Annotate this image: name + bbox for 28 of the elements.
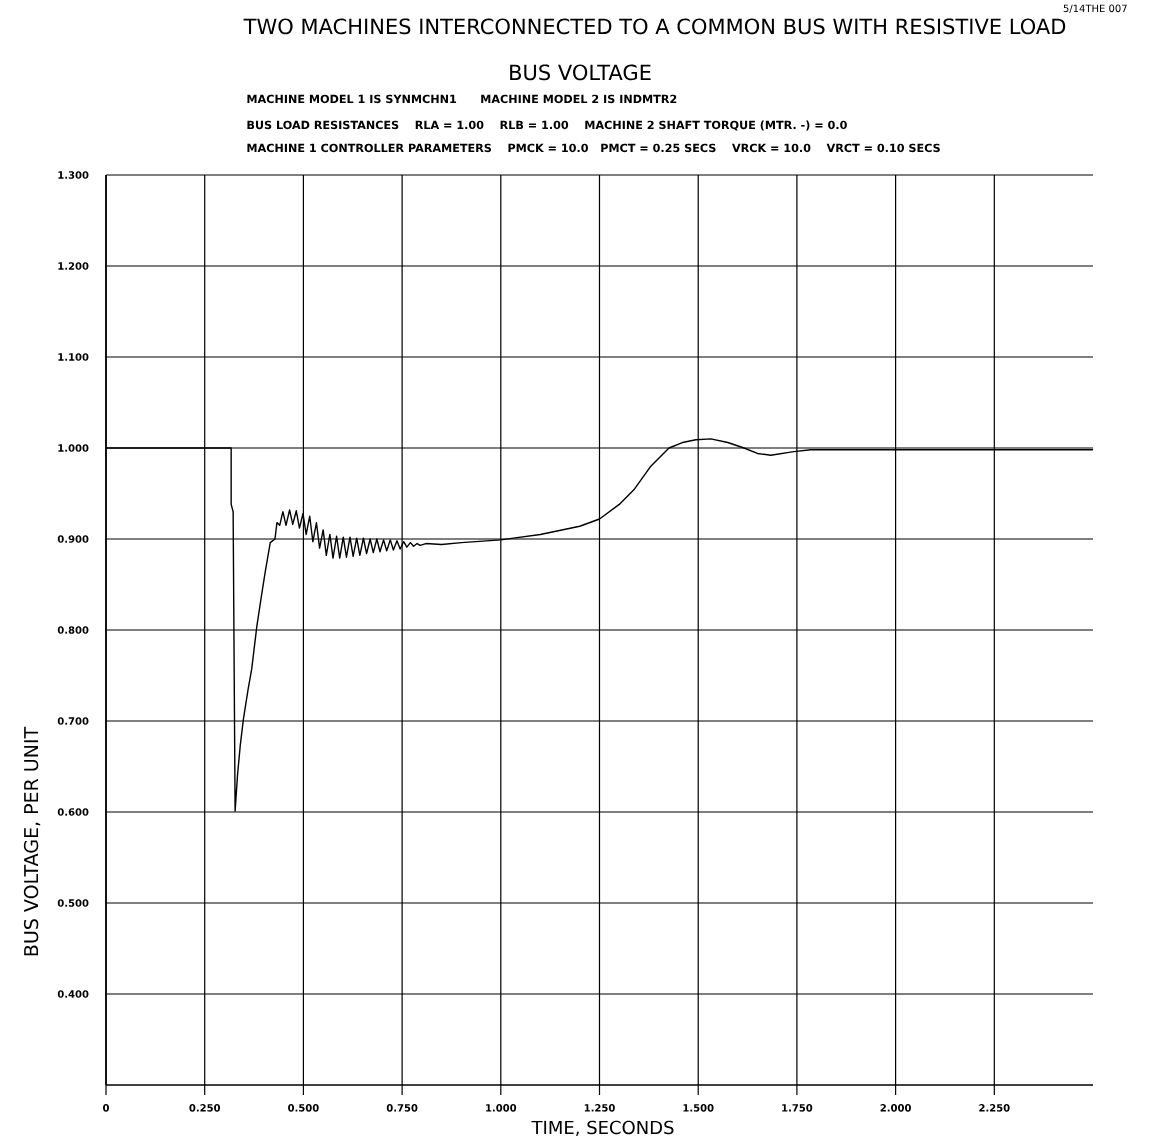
y-tick-label: 0.900 bbox=[57, 535, 89, 543]
x-tick-label: 0 bbox=[103, 1104, 110, 1112]
x-tick-label: 0.250 bbox=[189, 1104, 221, 1112]
x-tick-label: 0.750 bbox=[386, 1104, 418, 1112]
y-tick-label: 0.500 bbox=[57, 899, 89, 907]
y-tick-label: 1.300 bbox=[58, 171, 89, 179]
chart-title: TWO MACHINES INTERCONNECTED TO A COMMON BUS WITH RESISTIVE LOAD bbox=[243, 18, 1066, 35]
y-tick-label: 1.100 bbox=[58, 353, 89, 361]
text: 5/14THE 007 bbox=[1063, 4, 1127, 13]
y-tick-label: 0.600 bbox=[57, 808, 89, 816]
y-tick-label: 1.000 bbox=[58, 444, 89, 452]
text: MACHINE 1 CONTROLLER PARAMETERS PMCK = 10.0 PMCT = 0.25 SECS VRCK = 10.0 VRCT = 0.10 SECS bbox=[247, 143, 940, 153]
x-tick-label: 1.750 bbox=[782, 1104, 813, 1112]
chart-subtitle: BUS VOLTAGE bbox=[510, 64, 651, 81]
y-tick-label: 0.400 bbox=[57, 990, 89, 998]
x-axis-title: TIME, SECONDS bbox=[531, 1120, 674, 1137]
y-tick-label: 0.700 bbox=[57, 717, 89, 725]
y-tick-label: 1.200 bbox=[58, 262, 89, 270]
x-tick-label: 2.250 bbox=[979, 1104, 1010, 1112]
x-tick-label: 1.250 bbox=[584, 1104, 615, 1112]
text: MACHINE MODEL 1 IS SYNMCHN1 MACHINE MODEL 2 IS INDMTR2 bbox=[247, 94, 677, 104]
x-tick-label: 0.500 bbox=[288, 1104, 319, 1112]
y-tick-label: 0.800 bbox=[57, 626, 89, 634]
y-axis-title: BUS VOLTAGE, PER UNIT bbox=[23, 726, 41, 956]
x-tick-label: 1.500 bbox=[683, 1104, 714, 1112]
text: BUS LOAD RESISTANCES RLA = 1.00 RLB = 1.00 MACHINE 2 SHAFT TORQUE (MTR. -) = 0.0 bbox=[247, 120, 847, 131]
x-tick-label: 1.000 bbox=[486, 1104, 517, 1112]
x-tick-label: 2.000 bbox=[880, 1104, 911, 1112]
